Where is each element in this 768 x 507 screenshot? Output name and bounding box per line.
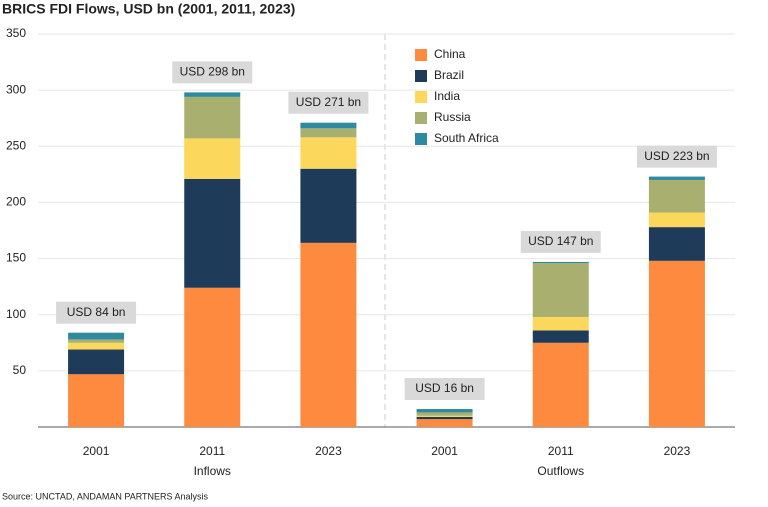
y-tick-label: 250 xyxy=(6,138,26,152)
bar-segment xyxy=(416,415,473,417)
x-tick-label: 2023 xyxy=(664,444,691,458)
x-tick-label: 2001 xyxy=(83,444,110,458)
y-tick-label: 300 xyxy=(6,82,26,96)
bar-segment xyxy=(300,242,357,427)
total-label: USD 298 bn xyxy=(180,65,245,79)
bar-segment xyxy=(300,168,357,243)
chart-title: BRICS FDI Flows, USD bn (2001, 2011, 202… xyxy=(2,1,295,17)
bar-segment xyxy=(648,176,705,180)
legend-swatch xyxy=(415,70,427,82)
x-tick-label: 2011 xyxy=(548,444,574,458)
bar-segment xyxy=(648,227,705,261)
bar-segment xyxy=(68,374,125,427)
total-label: USD 271 bn xyxy=(296,95,361,109)
y-tick-label: 350 xyxy=(6,26,26,40)
bar-segment xyxy=(300,128,357,138)
bar-segment xyxy=(648,179,705,213)
total-label: USD 84 bn xyxy=(67,305,126,319)
bar-segment xyxy=(532,316,589,331)
legend-swatch xyxy=(415,49,427,61)
total-label: USD 147 bn xyxy=(528,234,593,248)
bar-segment xyxy=(68,349,125,375)
group-label: Outflows xyxy=(537,464,584,478)
x-tick-label: 2001 xyxy=(431,444,458,458)
legend-label: Brazil xyxy=(434,68,464,82)
source: Source: UNCTAD, ANDAMAN PARTNERS Analysi… xyxy=(2,491,209,501)
bar-segment xyxy=(416,409,473,413)
bar-segment xyxy=(532,263,589,317)
bar-segment xyxy=(184,178,241,288)
x-tick-label: 2011 xyxy=(199,444,225,458)
bar-segment xyxy=(300,137,357,169)
bar-segment xyxy=(184,96,241,139)
bar-segment xyxy=(68,332,125,340)
total-label-box xyxy=(56,301,137,324)
legend-label: India xyxy=(434,89,460,103)
legend-label: South Africa xyxy=(434,131,499,145)
bar-segment xyxy=(68,339,125,343)
bar-segment xyxy=(532,261,589,264)
bar-segment xyxy=(532,342,589,427)
y-tick-label: 150 xyxy=(6,251,26,265)
legend-label: China xyxy=(434,47,466,61)
legend-swatch xyxy=(415,91,427,103)
bar-segment xyxy=(416,416,473,420)
legend-swatch xyxy=(415,112,427,124)
group-label: Inflows xyxy=(194,464,231,478)
bar-segment xyxy=(416,419,473,427)
bar-segment xyxy=(184,92,241,97)
total-label-box xyxy=(172,61,253,84)
bar-segment xyxy=(648,212,705,228)
y-tick-label: 100 xyxy=(6,307,26,321)
bar-segment xyxy=(416,412,473,416)
total-label: USD 223 bn xyxy=(644,149,709,163)
bar-segment xyxy=(68,342,125,350)
y-tick-label: 200 xyxy=(6,195,26,209)
total-label-box xyxy=(636,145,717,168)
total-label-box xyxy=(288,91,369,114)
total-label-box xyxy=(520,230,601,253)
bar-segment xyxy=(532,330,589,343)
legend-label: Russia xyxy=(434,110,471,124)
total-label: USD 16 bn xyxy=(415,381,474,395)
total-label-box xyxy=(404,378,485,401)
legend-swatch xyxy=(415,133,427,145)
x-tick-label: 2023 xyxy=(315,444,342,458)
bar-segment xyxy=(648,260,705,427)
bar-segment xyxy=(184,138,241,179)
bar-segment xyxy=(184,287,241,427)
bar-segment xyxy=(300,122,357,129)
y-tick-label: 50 xyxy=(13,363,27,377)
